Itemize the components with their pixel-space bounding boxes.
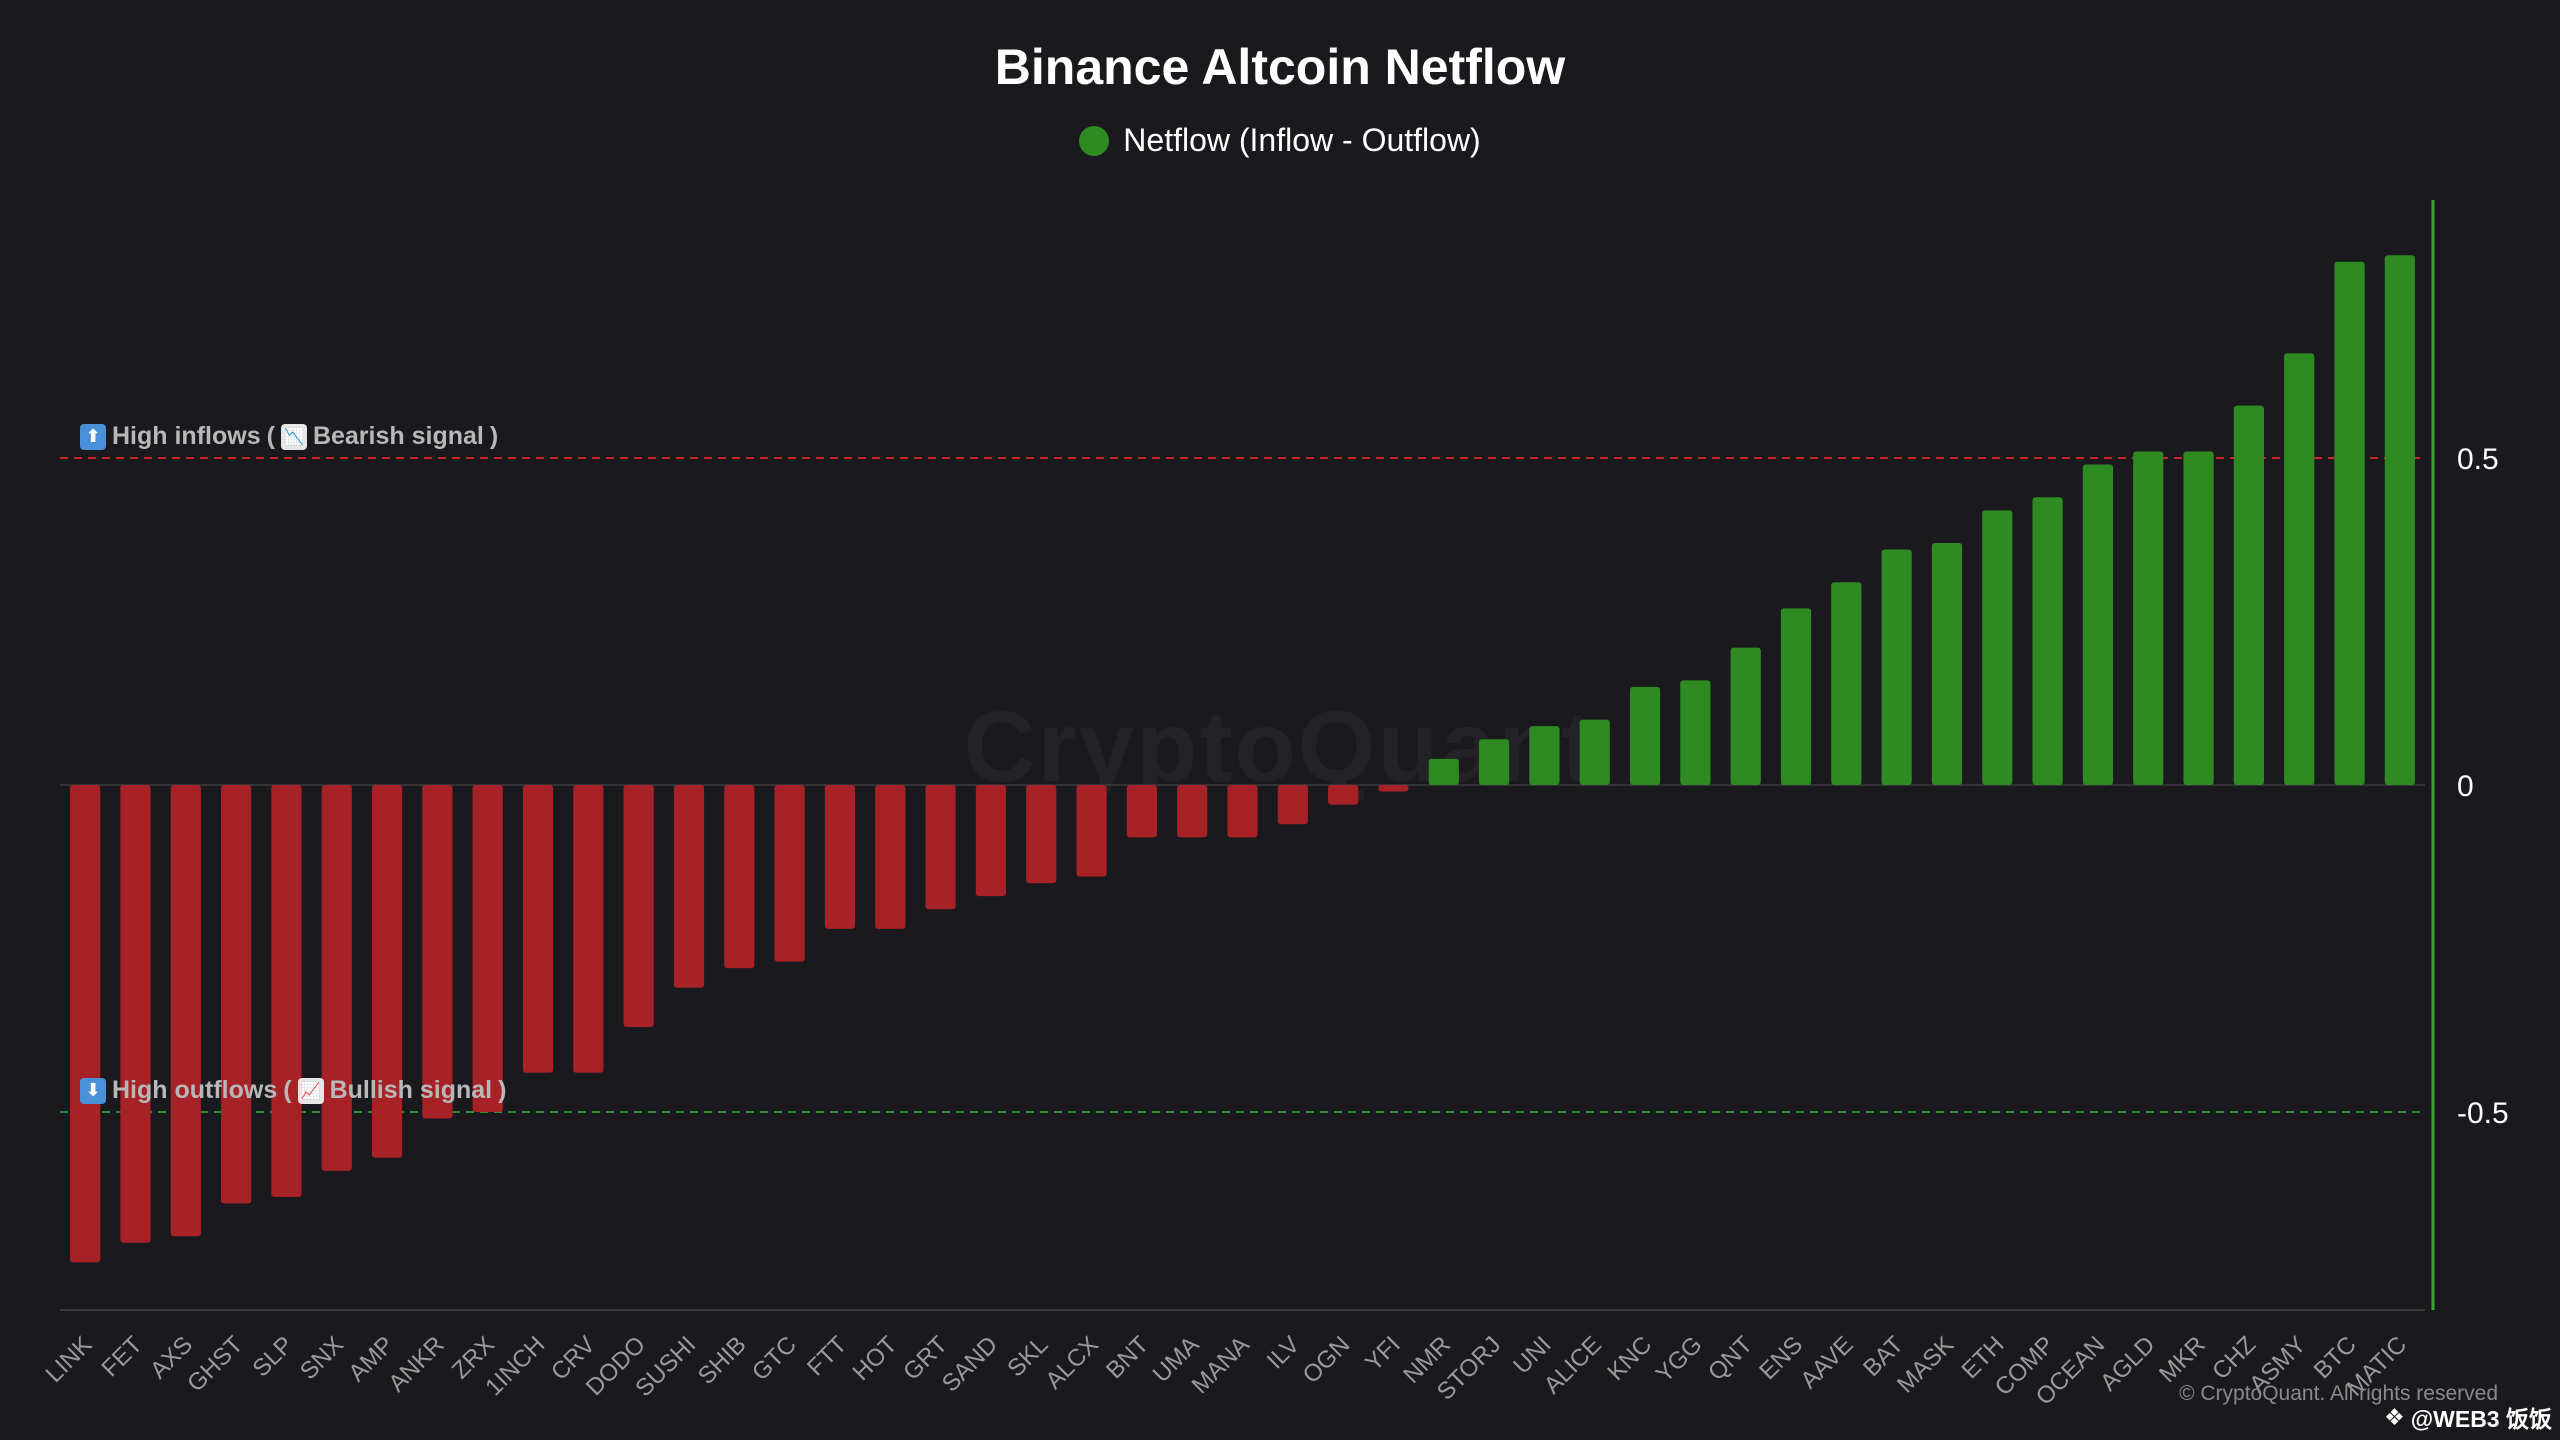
annotation-paren-close: ) xyxy=(498,1076,507,1104)
x-tick-label: MANA xyxy=(1187,1331,1255,1399)
bar-knc xyxy=(1629,686,1661,785)
chart-up-icon: 📈 xyxy=(297,1077,324,1104)
bar-snx xyxy=(321,785,352,1171)
bar-chz xyxy=(2233,405,2264,785)
bar-amp xyxy=(371,785,403,1158)
bar-uma xyxy=(1177,785,1208,838)
annotation-paren-open: ( xyxy=(283,1076,292,1104)
annotation-paren-close: ) xyxy=(489,422,499,450)
bar-bat xyxy=(1881,549,1912,785)
x-tick-label: ALCX xyxy=(1040,1331,1103,1394)
x-tick-label: SAND xyxy=(937,1331,1003,1397)
x-tick-label: AAVE xyxy=(1795,1331,1858,1394)
bar-alice xyxy=(1579,719,1610,785)
bar-mask xyxy=(1931,543,1963,785)
copyright: © CryptoQuant. All rights reserved xyxy=(2179,1382,2498,1405)
arrow-down-icon: ⬇ xyxy=(80,1077,106,1104)
chart-down-icon: 📉 xyxy=(280,423,307,450)
x-tick-label: LINK xyxy=(41,1331,98,1388)
x-tick-label: OGN xyxy=(1298,1331,1356,1389)
annotation-bullish-text: Bullish signal xyxy=(329,1076,493,1104)
bar-bnt xyxy=(1126,785,1157,838)
legend[interactable]: Netflow (Inflow - Outflow) xyxy=(0,122,2560,159)
annotation-bearish-text: Bearish signal xyxy=(312,422,484,450)
bar-dodo xyxy=(623,785,654,1027)
bar-uni xyxy=(1529,726,1560,785)
annotation-outflows-text: High outflows xyxy=(112,1076,278,1104)
bar-nmr xyxy=(1428,758,1459,785)
x-tick-label: GHST xyxy=(182,1331,248,1397)
bar-hot xyxy=(875,785,906,929)
bar-slp xyxy=(271,785,302,1198)
x-tick-label: SHIB xyxy=(693,1331,752,1390)
bar-eth xyxy=(1982,510,2013,785)
x-tick-label: ALICE xyxy=(1539,1331,1607,1399)
bar-sand xyxy=(975,785,1006,897)
legend-label: Netflow (Inflow - Outflow) xyxy=(1123,122,1481,158)
bar-sushi xyxy=(673,785,705,988)
bar-qnt xyxy=(1730,647,1761,785)
bar-aave xyxy=(1831,582,1862,785)
bar-link xyxy=(70,785,101,1263)
bar-storj xyxy=(1479,739,1510,785)
y-tick-label: -0.5 xyxy=(2457,1097,2509,1130)
bar-crv xyxy=(573,785,604,1073)
credit-text: @WEB3 饭饭 xyxy=(2410,1406,2552,1432)
x-tick-label: MKR xyxy=(2154,1331,2211,1388)
legend-marker xyxy=(1079,125,1110,156)
bar-alcx xyxy=(1076,785,1107,877)
x-tick-label: FET xyxy=(97,1331,148,1382)
x-tick-label: QNT xyxy=(1703,1331,1758,1386)
x-tick-label: GTC xyxy=(747,1331,802,1386)
annotation-inflows-text: High inflows xyxy=(112,422,261,450)
bar-gtc xyxy=(774,785,805,962)
bar-ocean xyxy=(2082,464,2114,785)
bar-zrx xyxy=(472,785,503,1112)
bar-ankr xyxy=(422,785,453,1119)
bar-ftt xyxy=(824,785,856,929)
bar-agld xyxy=(2133,451,2164,785)
annotation-high-outflows: ⬇ High outflows ( 📈 Bullish signal ) xyxy=(80,1076,506,1105)
bar-mkr xyxy=(2183,451,2214,785)
x-tick-label: SLP xyxy=(248,1331,299,1382)
bar-ens xyxy=(1780,608,1812,785)
chart-title: Binance Altcoin Netflow xyxy=(994,39,1566,95)
x-tick-label: HOT xyxy=(848,1331,903,1386)
x-tick-label: FTT xyxy=(802,1331,852,1381)
annotation-paren-open: ( xyxy=(266,422,275,450)
credit-logo-icon: ❖ xyxy=(2384,1403,2405,1430)
x-tick-label: ANKR xyxy=(383,1331,449,1397)
x-tick-label: SNX xyxy=(295,1331,349,1385)
bar-btc xyxy=(2334,261,2365,785)
bar-ghst xyxy=(221,785,252,1204)
x-tick-label: BNT xyxy=(1101,1331,1154,1384)
bar-axs xyxy=(170,785,201,1237)
bar-ogn xyxy=(1328,785,1359,805)
x-tick-label: AGLD xyxy=(2095,1331,2160,1396)
bar-grt xyxy=(925,785,956,910)
bar-shib xyxy=(724,785,755,969)
x-tick-label: YGG xyxy=(1651,1331,1708,1388)
x-tick-label: KNC xyxy=(1602,1331,1657,1386)
arrow-up-icon: ⬆ xyxy=(80,423,106,450)
bar-skl xyxy=(1026,785,1057,884)
bar-matic xyxy=(2384,255,2415,785)
bar-yfi xyxy=(1378,785,1409,792)
bar-ygg xyxy=(1680,680,1711,785)
bar-comp xyxy=(2032,497,2063,785)
y-tick-label: 0 xyxy=(2457,770,2474,803)
bar-ilv xyxy=(1277,785,1308,825)
bar-mana xyxy=(1227,785,1258,838)
annotation-high-inflows: ⬆ High inflows ( 📉 Bearish signal ) xyxy=(80,422,498,451)
bar-asmy xyxy=(2284,353,2315,785)
bar-1inch xyxy=(522,785,554,1073)
x-tick-label: MASK xyxy=(1892,1331,1959,1398)
y-tick-label: 0.5 xyxy=(2457,443,2499,476)
credit: ❖ @WEB3 饭饭 xyxy=(2384,1400,2552,1434)
bar-fet xyxy=(120,785,151,1243)
